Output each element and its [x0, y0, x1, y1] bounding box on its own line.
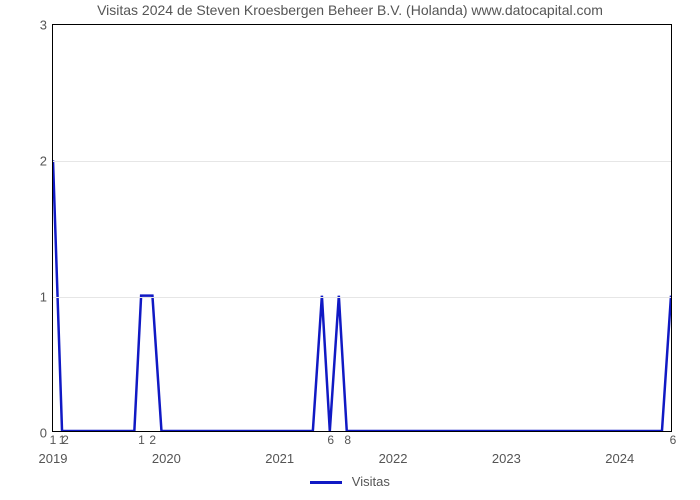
legend-swatch: [310, 481, 342, 484]
series-line-layer: [53, 25, 671, 431]
legend-label: Visitas: [352, 474, 390, 489]
x-tick-label: 2023: [492, 451, 521, 466]
visits-chart: Visitas 2024 de Steven Kroesbergen Behee…: [0, 0, 700, 500]
point-label: 2: [62, 433, 69, 447]
series-visitas: [53, 160, 671, 431]
x-tick-label: 2019: [39, 451, 68, 466]
gridline: [53, 297, 671, 298]
point-label: 6: [327, 433, 334, 447]
y-tick-label: 0: [40, 426, 53, 441]
point-label: 6: [670, 433, 677, 447]
plot-area: 20192020202120222023202411212686 0123: [52, 24, 672, 432]
legend: Visitas: [0, 474, 700, 489]
x-tick-label: 2024: [605, 451, 634, 466]
point-label: 8: [344, 433, 351, 447]
x-tick-label: 2021: [265, 451, 294, 466]
point-label: 1: [138, 433, 145, 447]
gridline: [53, 161, 671, 162]
y-tick-label: 1: [40, 290, 53, 305]
x-tick-label: 2020: [152, 451, 181, 466]
x-tick-label: 2022: [379, 451, 408, 466]
point-label: 2: [149, 433, 156, 447]
y-tick-label: 2: [40, 154, 53, 169]
chart-title: Visitas 2024 de Steven Kroesbergen Behee…: [0, 2, 700, 18]
y-tick-label: 3: [40, 18, 53, 33]
